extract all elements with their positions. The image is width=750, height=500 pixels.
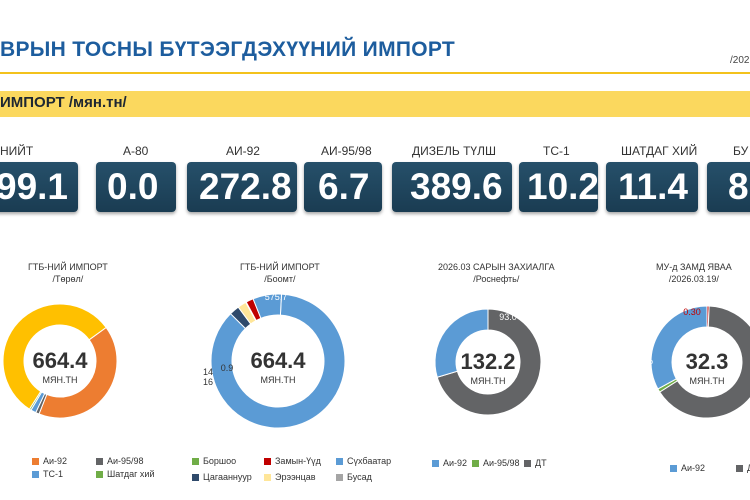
kpi-tile-other xyxy=(707,162,750,212)
kpi-value-ai92: 272.8 xyxy=(199,166,292,207)
title-underline xyxy=(0,72,750,74)
section-bar xyxy=(0,91,750,117)
legend-2-ereentsav: Эрээнцав xyxy=(264,472,316,482)
kpi-label-lpg: ШАТДАГ ХИЙ xyxy=(621,144,698,158)
chart-4-slice-label-4: 33% xyxy=(635,356,653,366)
legend-2-zamyn-uud: Замын-Үүд xyxy=(264,456,321,466)
chart-4-slice-label-1: 0.30 xyxy=(683,307,701,317)
chart-3-title: 2026.03 САРЫН ЗАХИАЛГА /Роснефть/ xyxy=(438,261,555,285)
chart-3-slice-2 xyxy=(434,308,489,378)
chart-2-slice-label-3: 14 xyxy=(203,367,213,377)
legend-4-d: Д xyxy=(736,463,750,473)
kpi-value-total: 99.1 xyxy=(0,166,69,207)
chart-4-title: МУ-д ЗАМД ЯВАА /2026.03.19/ xyxy=(656,261,732,285)
chart-4-slice-2 xyxy=(659,305,750,419)
chart-3-slice-label-2: 39.2 xyxy=(458,425,476,435)
chart-1-title: ГТБ-НИЙ ИМПОРТ /Төрөл/ xyxy=(28,261,108,285)
kpi-value-lpg: 11.4 xyxy=(618,166,688,207)
legend-2-tsagaannuur: Цагааннуур xyxy=(192,472,252,482)
report-date: /2026 xyxy=(730,55,750,66)
kpi-tile-lpg xyxy=(606,162,698,212)
kpi-tile-total xyxy=(0,162,78,212)
chart-1-slice-5 xyxy=(2,303,107,410)
kpi-label-ai92: АИ-92 xyxy=(226,144,260,158)
chart-1-title-text: ГТБ-НИЙ ИМПОРТ xyxy=(28,262,108,272)
legend-2-sukhbaatar: Сүхбаатар xyxy=(336,456,391,466)
chart-3-subtitle: /Роснефть/ xyxy=(473,274,520,284)
legend-4-ai92: Аи-92 xyxy=(670,463,705,473)
legend-1-ai95: Аи-95/98 xyxy=(96,456,144,466)
legend-2-borshoo: Боршоо xyxy=(192,456,236,466)
chart-2-slice-label-2: 16 xyxy=(203,377,213,387)
kpi-tile-ts1 xyxy=(519,162,598,212)
kpi-label-ai95: АИ-95/98 xyxy=(321,144,372,158)
kpi-label-diesel: ДИЗЕЛЬ ТҮЛШ xyxy=(412,144,496,158)
kpi-tile-ai92 xyxy=(187,162,297,212)
chart-4-subtitle: /2026.03.19/ xyxy=(668,274,719,284)
kpi-value-diesel: 389.6 xyxy=(410,166,503,207)
kpi-value-other: 8 xyxy=(728,166,749,207)
legend-3-ai92: Аи-92 xyxy=(432,458,467,468)
chart-1-subtitle: /Төрөл/ xyxy=(52,274,84,284)
chart-3-slice-1 xyxy=(436,308,542,416)
kpi-tile-a80 xyxy=(96,162,176,212)
chart-4-title-text: МУ-д ЗАМД ЯВАА xyxy=(656,262,732,272)
chart-3-center-value: 132.2 xyxy=(460,349,515,374)
kpi-label-total: НИЙТ xyxy=(0,144,34,158)
chart-2-title-text: ГТБ-НИЙ ИМПОРТ xyxy=(240,262,320,272)
chart-2-slice-label-4: 0.9 xyxy=(221,363,234,373)
chart-1-slice-1 xyxy=(38,326,118,419)
kpi-label-other: БУ xyxy=(733,144,749,158)
chart-1-center-unit: МЯН.ТН xyxy=(43,375,78,385)
chart-2-center-unit: МЯН.ТН xyxy=(261,375,296,385)
chart-3-center-unit: МЯН.ТН xyxy=(471,376,506,386)
chart-2-title: ГТБ-НИЙ ИМПОРТ /Боомт/ xyxy=(240,261,320,285)
legend-3-ai95: Аи-95/98 xyxy=(472,458,520,468)
legend-3-dt: ДТ xyxy=(524,458,547,468)
page-title: ВРЫН ТОСНЫ БҮТЭЭГДЭХҮҮНИЙ ИМПОРТ xyxy=(0,38,456,61)
kpi-tile-diesel xyxy=(392,162,512,212)
legend-1-ai92: Аи-92 xyxy=(32,456,67,466)
legend-2-busad: Бусад xyxy=(336,472,372,482)
section-label: ИМПОРТ /мян.тн/ xyxy=(0,94,127,111)
kpi-value-ai95: 6.7 xyxy=(318,166,370,207)
kpi-value-a80: 0.0 xyxy=(107,166,159,207)
chart-2-center-value: 664.4 xyxy=(250,348,306,373)
chart-3-slice-label-1: 93.0 xyxy=(499,312,517,322)
chart-4-center-value: 32.3 xyxy=(686,349,729,374)
kpi-label-a80: А-80 xyxy=(123,144,149,158)
chart-2-subtitle: /Боомт/ xyxy=(264,274,296,284)
kpi-label-ts1: ТС-1 xyxy=(543,144,570,158)
chart-4-center-unit: МЯН.ТН xyxy=(690,376,725,386)
chart-2-slice-label-1: 575.7 xyxy=(265,292,288,302)
chart-1-center-value: 664.4 xyxy=(32,348,88,373)
chart-2-slice-1 xyxy=(210,293,346,429)
chart-1-slice-label-5: 56% xyxy=(51,425,69,435)
kpi-tile-ai95 xyxy=(304,162,382,212)
legend-1-ts1: ТС-1 xyxy=(32,469,63,479)
legend-1-lpg: Шатдаг хий xyxy=(96,469,154,479)
chart-2-slice-6 xyxy=(252,293,283,319)
chart-4-slice-4 xyxy=(650,305,708,390)
chart-3-title-text: 2026.03 САРЫН ЗАХИАЛГА xyxy=(438,262,555,272)
kpi-value-ts1: 10.2 xyxy=(527,166,600,207)
